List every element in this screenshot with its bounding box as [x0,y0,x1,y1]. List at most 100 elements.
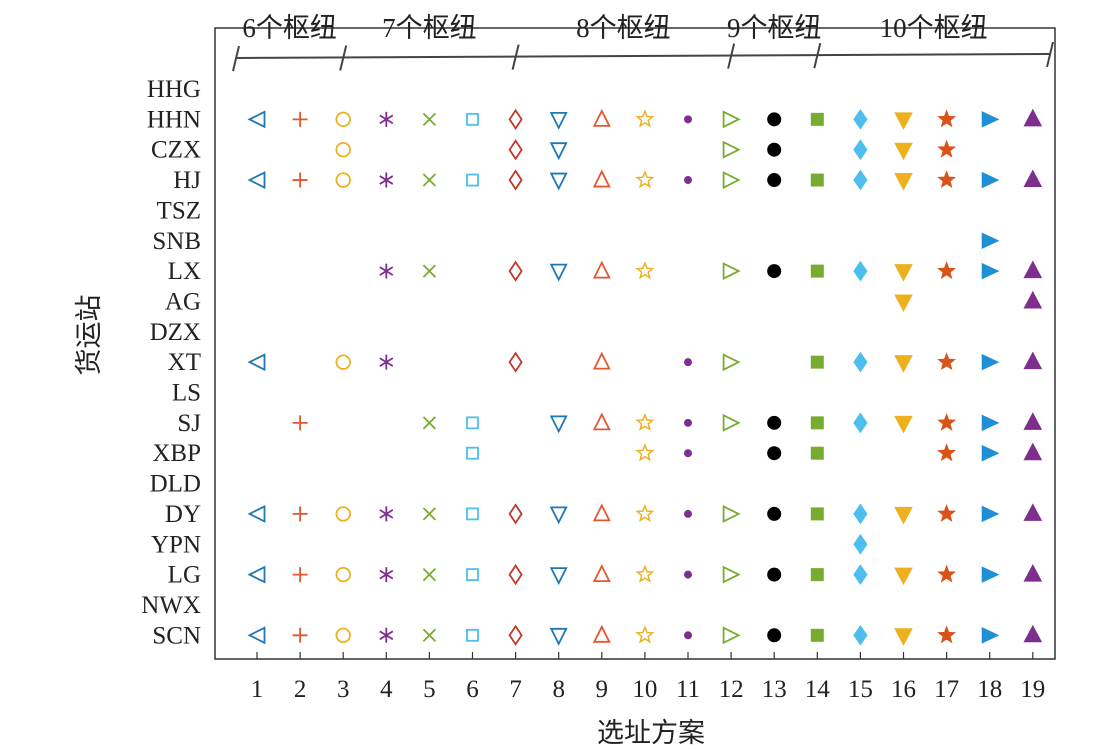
x-tick-1: 1 [251,676,264,703]
marker-scheme-12-lx [722,262,741,281]
marker-scheme-15-dy [853,503,868,525]
marker-scheme-1-dy [247,504,266,523]
marker-scheme-4-lx [379,263,394,279]
marker-scheme-14-hhn [810,112,824,126]
marker-scheme-10-lg [635,564,655,583]
marker-scheme-6-hj [466,173,479,187]
y-label-hhn: HHN [147,106,201,133]
series-scheme-15 [853,108,868,646]
x-tick-14: 14 [805,676,831,703]
marker-scheme-5-scn [422,628,437,642]
series-scheme-1 [247,110,266,645]
marker-scheme-8-lg [549,567,568,586]
marker-scheme-15-scn [853,624,868,646]
marker-scheme-7-dy [508,503,523,525]
marker-scheme-9-scn [592,624,611,643]
marker-scheme-18-scn [981,627,1000,644]
marker-scheme-18-snb [981,232,1000,250]
marker-scheme-4-dy [379,506,394,522]
y-axis-title: 货运站 [74,295,104,376]
y-label-scn: SCN [152,622,201,649]
marker-scheme-9-hj [592,169,611,188]
marker-scheme-6-scn [466,628,479,642]
group-label-4: 9个枢纽 [727,13,822,43]
series-scheme-8 [549,111,568,646]
marker-scheme-14-sj [810,416,824,430]
series-scheme-11 [684,115,692,640]
marker-scheme-17-hhn [937,109,957,128]
y-label-hj: HJ [173,167,201,194]
marker-scheme-7-lx [508,260,523,282]
marker-scheme-13-hhn [767,112,782,127]
x-tick-8: 8 [552,676,565,703]
marker-scheme-9-dy [592,503,611,522]
marker-scheme-10-dy [635,503,655,523]
marker-scheme-8-lx [549,263,568,282]
series-scheme-13 [767,112,782,643]
y-label-ag: AG [165,288,201,315]
marker-scheme-5-sj [422,416,437,430]
marker-scheme-2-hj [292,172,308,188]
marker-scheme-17-hj [937,170,957,189]
marker-scheme-12-hj [722,171,741,190]
series-scheme-14 [810,112,824,642]
marker-scheme-16-xt [894,355,913,373]
marker-scheme-4-scn [379,627,394,643]
series-scheme-7 [508,108,523,646]
marker-scheme-6-dy [466,507,479,521]
marker-scheme-6-sj [466,416,479,430]
marker-scheme-11-xt [684,358,692,367]
group-label-2: 7个枢纽 [382,13,477,43]
marker-scheme-4-lg [379,567,394,583]
marker-scheme-16-hhn [894,112,913,130]
series-scheme-19 [1023,108,1043,643]
marker-scheme-14-dy [810,507,824,521]
marker-scheme-16-hj [894,173,913,191]
y-label-nwx: NWX [141,592,201,619]
marker-scheme-10-sj [635,412,655,431]
marker-scheme-17-sj [937,412,957,431]
marker-scheme-9-lg [592,564,611,582]
marker-scheme-18-lg [981,566,1000,583]
marker-scheme-16-scn [894,628,913,646]
marker-scheme-15-czx [853,139,868,161]
y-label-xbp: XBP [152,440,201,467]
plot-frame [214,27,1056,660]
marker-scheme-19-dy [1023,503,1043,521]
marker-scheme-3-xt [335,354,351,370]
marker-scheme-9-xt [592,351,611,370]
marker-scheme-5-dy [422,507,437,521]
marker-scheme-7-czx [508,139,523,161]
y-label-ypn: YPN [151,531,201,558]
marker-scheme-19-scn [1023,624,1043,643]
marker-scheme-15-lx [853,260,868,282]
x-tick-13: 13 [762,676,787,703]
series-scheme-5 [422,112,437,642]
marker-scheme-2-lg [292,567,308,583]
marker-scheme-15-hhn [853,108,868,130]
marker-scheme-7-hj [508,169,523,191]
marker-scheme-9-sj [592,412,611,431]
marker-scheme-1-hj [247,171,266,190]
marker-scheme-6-xbp [466,446,479,460]
series-scheme-3 [335,111,351,644]
marker-scheme-13-scn [767,628,782,643]
marker-scheme-11-scn [684,631,692,640]
group-separator-5 [1046,41,1054,68]
y-label-dy: DY [165,501,201,528]
marker-scheme-12-hhn [722,110,741,129]
x-tick-10: 10 [632,676,657,703]
marker-scheme-1-xt [247,353,266,372]
marker-scheme-17-xbp [937,443,957,462]
group-label-5: 10个枢纽 [880,13,988,43]
series-scheme-6 [466,112,479,642]
marker-scheme-19-sj [1023,412,1043,430]
marker-scheme-11-lg [684,570,692,579]
marker-scheme-15-lg [853,564,868,585]
series-scheme-17 [937,109,957,644]
x-axis-title: 选址方案 [597,718,705,748]
marker-scheme-2-scn [292,627,308,643]
marker-scheme-18-xbp [981,444,1000,462]
marker-scheme-19-hj [1023,169,1043,188]
